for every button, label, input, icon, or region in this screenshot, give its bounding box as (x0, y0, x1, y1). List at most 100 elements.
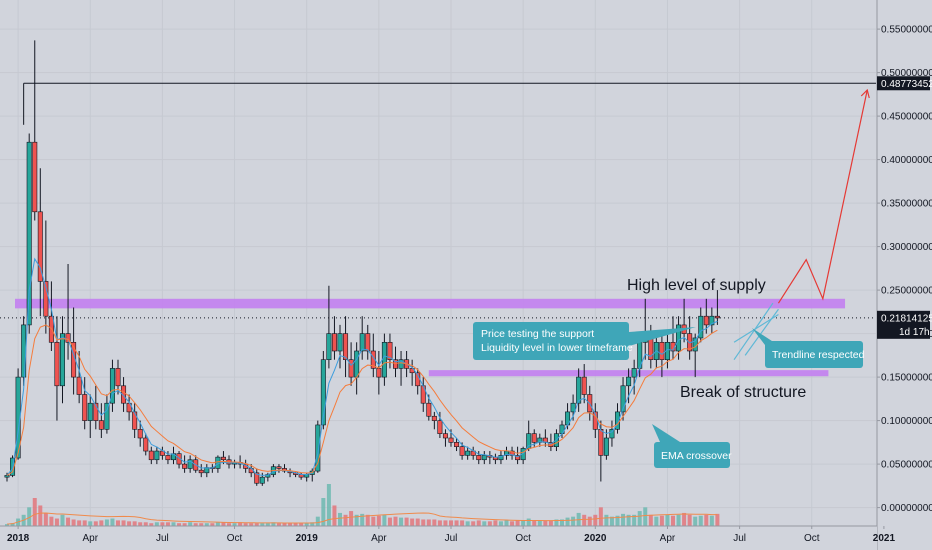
candle[interactable] (159, 446, 165, 460)
candle[interactable] (476, 451, 482, 465)
candle[interactable] (576, 368, 582, 412)
candle[interactable] (520, 446, 526, 465)
candle[interactable] (409, 359, 415, 386)
candle[interactable] (98, 403, 104, 438)
candle[interactable] (437, 411, 443, 438)
candle[interactable] (143, 433, 149, 456)
candle[interactable] (398, 351, 404, 386)
candle[interactable] (509, 446, 515, 460)
candle[interactable] (492, 453, 498, 465)
candle[interactable] (232, 459, 238, 469)
candle[interactable] (698, 307, 704, 343)
candle[interactable] (176, 451, 182, 469)
price-tick-label: 0.25000000 (881, 286, 932, 297)
candle[interactable] (26, 133, 32, 334)
candle-body (326, 333, 332, 361)
candle[interactable] (542, 429, 548, 447)
candle[interactable] (537, 433, 543, 447)
candle[interactable] (287, 468, 293, 478)
price-axis[interactable]: 0.55000000 0.50000000 0.45000000 0.40000000… (876, 0, 932, 550)
price-tick-label: 0.00000000 (881, 503, 932, 514)
candle[interactable] (132, 403, 138, 438)
candle[interactable] (703, 298, 709, 334)
candle[interactable] (43, 220, 49, 334)
candle[interactable] (87, 394, 93, 439)
candle[interactable] (331, 316, 337, 360)
candle[interactable] (687, 316, 693, 360)
candle[interactable] (498, 451, 504, 465)
candle[interactable] (376, 351, 382, 395)
candle[interactable] (465, 446, 471, 460)
candle[interactable] (620, 377, 626, 421)
candle[interactable] (126, 394, 132, 421)
candle[interactable] (603, 429, 609, 460)
candle[interactable] (670, 316, 676, 360)
candle[interactable] (431, 411, 437, 430)
candle[interactable] (470, 446, 476, 460)
volume-bar (443, 520, 448, 526)
candle[interactable] (515, 446, 521, 465)
candle[interactable] (198, 464, 204, 478)
candle[interactable] (381, 333, 387, 386)
candle-body (703, 315, 709, 326)
candle[interactable] (182, 455, 188, 473)
candle-body (509, 450, 515, 456)
candle[interactable] (387, 333, 393, 369)
candle[interactable] (626, 368, 632, 404)
candles-layer[interactable] (4, 40, 720, 486)
time-axis[interactable]: 2018 Apr Jul Oct 2019 Apr Jul Oct 2020 Apr Jul Oct 2… (0, 525, 895, 550)
candle[interactable] (204, 464, 210, 478)
time-tick-label: 2020 (584, 533, 607, 544)
candle[interactable] (281, 464, 287, 473)
candle[interactable] (526, 420, 532, 452)
candle[interactable] (104, 394, 110, 434)
candle[interactable] (82, 377, 88, 430)
candle[interactable] (187, 455, 193, 473)
candle-body (598, 428, 604, 456)
candle[interactable] (59, 316, 65, 404)
candle[interactable] (121, 377, 127, 412)
candle[interactable] (592, 403, 598, 438)
candle[interactable] (276, 464, 282, 473)
candle[interactable] (32, 40, 38, 221)
projection-arrowhead (860, 88, 870, 99)
candle[interactable] (137, 420, 143, 447)
candle[interactable] (631, 359, 637, 395)
candle[interactable] (109, 359, 115, 412)
candle-body (714, 315, 720, 319)
candle[interactable] (481, 451, 487, 465)
candle[interactable] (359, 316, 365, 360)
candle[interactable] (254, 468, 260, 486)
candle[interactable] (343, 316, 349, 378)
candle[interactable] (54, 316, 60, 421)
candle[interactable] (154, 446, 160, 465)
candle[interactable] (326, 285, 332, 369)
volume-bar (143, 522, 148, 526)
candle[interactable] (348, 342, 354, 386)
candle[interactable] (581, 364, 587, 404)
candle[interactable] (709, 307, 715, 334)
candle[interactable] (115, 359, 121, 395)
candle[interactable] (714, 290, 720, 325)
candle[interactable] (487, 451, 493, 465)
candle[interactable] (454, 438, 460, 452)
candle[interactable] (337, 324, 343, 369)
candle[interactable] (354, 342, 360, 395)
candle[interactable] (65, 264, 71, 360)
candle[interactable] (21, 316, 27, 386)
candle[interactable] (76, 351, 82, 404)
candle[interactable] (365, 324, 371, 360)
candle[interactable] (165, 451, 171, 465)
candle[interactable] (37, 168, 43, 317)
candle[interactable] (148, 446, 154, 465)
candle[interactable] (442, 429, 448, 447)
candle-body (381, 341, 387, 378)
candle[interactable] (93, 385, 99, 430)
candle[interactable] (609, 420, 615, 447)
candle[interactable] (315, 420, 321, 473)
lines-layer (0, 82, 876, 319)
candle[interactable] (503, 446, 509, 460)
candle[interactable] (659, 333, 665, 378)
